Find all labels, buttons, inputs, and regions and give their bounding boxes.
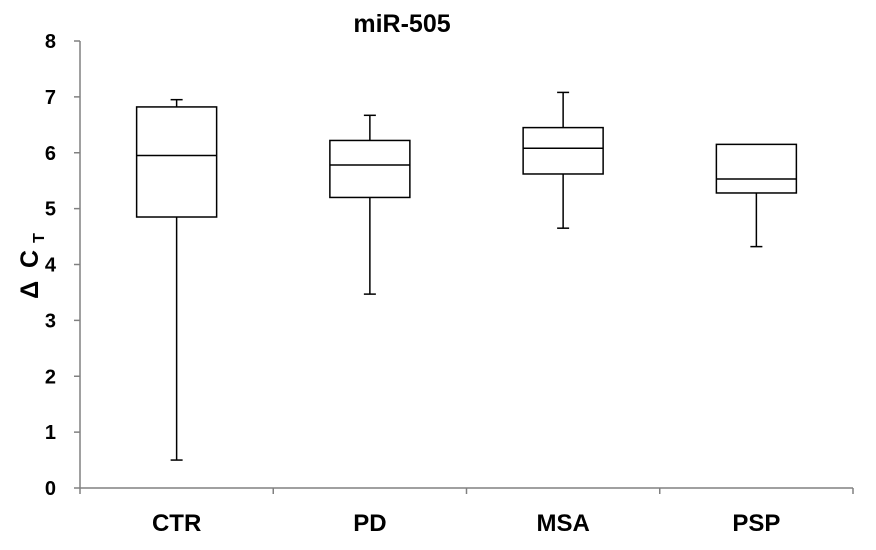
x-axis-ticks: CTR PD MSA PSP <box>79 488 854 537</box>
box-series <box>135 91 798 461</box>
y-tick-label: 4 <box>45 255 57 277</box>
y-tick-label: 8 <box>45 31 56 53</box>
box-ctr <box>135 98 218 461</box>
y-tick-label: 6 <box>45 143 56 165</box>
iqr-box <box>329 139 411 199</box>
x-category-label: MSA <box>536 510 589 537</box>
iqr-box <box>715 143 798 194</box>
y-tick-label: 2 <box>45 366 56 388</box>
y-tick-label: 0 <box>45 478 56 500</box>
box-psp <box>715 143 798 248</box>
iqr-box <box>522 126 604 175</box>
x-category-label: PD <box>353 510 386 537</box>
y-tick-label: 1 <box>45 422 56 444</box>
box-pd <box>329 114 411 295</box>
iqr-box <box>135 106 218 218</box>
chart-title: miR-505 <box>353 10 450 38</box>
y-tick-label: 3 <box>45 310 56 332</box>
y-axis-ticks: 0 1 2 3 4 5 6 7 8 <box>45 31 80 500</box>
y-axis-label-symbol: Δ <box>16 281 44 299</box>
x-category-label: PSP <box>732 510 780 537</box>
y-tick-label: 7 <box>45 87 56 109</box>
svg-text:Δ C T: Δ C T <box>16 233 48 299</box>
y-axis-label-main: C <box>16 250 44 268</box>
x-category-label: CTR <box>152 510 201 537</box>
y-tick-label: 5 <box>45 199 56 221</box>
box-msa <box>522 91 604 229</box>
y-axis-label: Δ C T <box>16 233 48 299</box>
y-axis-label-subscript: T <box>31 233 48 243</box>
